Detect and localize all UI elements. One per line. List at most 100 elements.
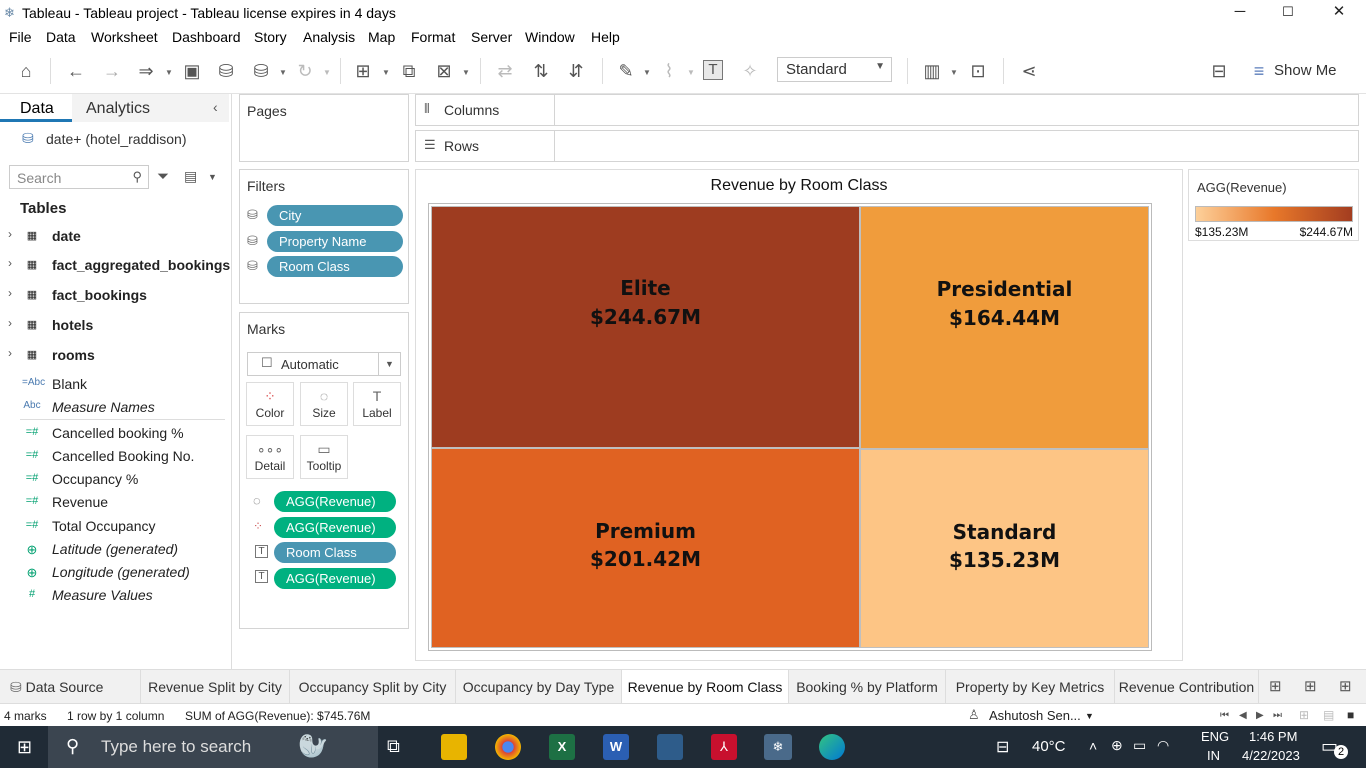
word-icon[interactable]: W: [603, 734, 629, 760]
network-icon[interactable]: ⊕: [1111, 737, 1123, 753]
mark-type-select[interactable]: ☐ Automatic ▼: [247, 352, 401, 376]
new-worksheet-icon[interactable]: ⊞: [355, 61, 371, 81]
menu-data[interactable]: Data: [46, 29, 76, 45]
home-icon[interactable]: ⌂: [20, 61, 32, 81]
filter-pill-city[interactable]: City: [267, 205, 403, 226]
dropdown-arrow-icon[interactable]: ▼: [462, 68, 470, 77]
group-members-icon[interactable]: ⌇: [664, 61, 674, 81]
color-legend[interactable]: AGG(Revenue) $135.23M $244.67M: [1188, 169, 1359, 241]
filter-icon[interactable]: ⏷: [157, 168, 170, 185]
columns-shelf[interactable]: ⦀ Columns: [415, 94, 1359, 126]
chevron-up-icon[interactable]: ˄: [1089, 738, 1098, 754]
chevron-down-icon[interactable]: ▼: [1085, 711, 1094, 721]
close-button[interactable]: ✕: [1332, 3, 1346, 20]
tab-data[interactable]: Data: [0, 94, 72, 122]
datasource-name[interactable]: date+ (hotel_raddison): [46, 131, 187, 147]
tableau-taskbar-icon[interactable]: ❄: [764, 734, 792, 760]
menu-window[interactable]: Window: [525, 29, 575, 45]
cards-icon[interactable]: ▥: [923, 61, 941, 81]
color-button[interactable]: ⁘ Color: [246, 382, 294, 426]
treemap-tile-standard[interactable]: Standard $135.23M: [860, 449, 1149, 648]
clear-sheet-icon[interactable]: ⊠: [436, 61, 452, 81]
menu-worksheet[interactable]: Worksheet: [91, 29, 158, 45]
clock-time[interactable]: 1:46 PM: [1249, 729, 1298, 744]
dropdown-arrow-icon[interactable]: ▼: [165, 68, 173, 77]
acrobat-icon[interactable]: ⅄: [711, 734, 737, 760]
save-icon[interactable]: ▣: [183, 61, 201, 81]
show-filmstrip-icon[interactable]: ▤: [1323, 708, 1335, 722]
next-sheet-icon[interactable]: ▶: [1256, 710, 1264, 721]
sort-ascending-icon[interactable]: ⇅: [533, 61, 549, 81]
field-measure-values[interactable]: # Measure Values: [0, 585, 230, 607]
rows-shelf[interactable]: ☰ Rows: [415, 130, 1359, 162]
pages-card[interactable]: Pages: [239, 94, 409, 162]
dropdown-arrow-icon[interactable]: ▼: [687, 68, 695, 77]
mark-pill-label-revenue[interactable]: AGG(Revenue): [274, 568, 396, 589]
field-measure-names[interactable]: Abc Measure Names: [0, 397, 230, 419]
fix-axes-icon[interactable]: ✧: [742, 61, 758, 81]
menu-analysis[interactable]: Analysis: [303, 29, 356, 45]
clock-date[interactable]: 4/22/2023: [1242, 748, 1300, 763]
dropdown-arrow-icon[interactable]: ▼: [950, 68, 958, 77]
fit-select[interactable]: Standard ▼: [777, 57, 892, 82]
notification-icon[interactable]: ▭: [1321, 736, 1339, 756]
last-sheet-icon[interactable]: ⏭: [1273, 710, 1282, 721]
size-button[interactable]: ◌ Size: [300, 382, 348, 426]
share-icon[interactable]: ⋖: [1021, 61, 1037, 81]
field-revenue[interactable]: =# Revenue: [0, 492, 230, 514]
tab-data-source[interactable]: ⛁ Data Source: [0, 670, 141, 704]
field-total-occupancy[interactable]: =# Total Occupancy: [0, 516, 230, 538]
chevron-down-icon[interactable]: ▼: [208, 172, 217, 182]
menu-story[interactable]: Story: [254, 29, 287, 45]
taskbar-search[interactable]: ⚲ Type here to search 🦭: [48, 726, 378, 768]
duplicate-sheet-icon[interactable]: ⧉: [402, 61, 416, 81]
marks-card[interactable]: Marks ☐ Automatic ▼ ⁘ Color ◌ Size T Label …: [239, 312, 409, 629]
show-mark-labels-icon[interactable]: T: [703, 60, 723, 80]
menu-file[interactable]: File: [9, 29, 32, 45]
refresh-icon[interactable]: ↻: [297, 61, 313, 81]
view-icon[interactable]: ▤: [184, 168, 198, 184]
menu-map[interactable]: Map: [368, 29, 396, 45]
collapse-pane-icon[interactable]: ‹: [213, 99, 218, 115]
tab-revenue-contribution[interactable]: Revenue Contribution: [1115, 670, 1259, 704]
table-fact-bookings[interactable]: › ▦ fact_bookings: [0, 285, 230, 307]
tab-revenue-split-by-city[interactable]: Revenue Split by City: [141, 670, 290, 704]
windows-start-icon[interactable]: ⊞: [17, 737, 33, 757]
temperature[interactable]: 40°C: [1032, 738, 1066, 755]
format-painter-icon[interactable]: ⊟: [1211, 61, 1227, 81]
new-story-icon[interactable]: ⊞: [1339, 678, 1352, 695]
pause-updates-icon[interactable]: ⛁: [253, 61, 269, 81]
new-dashboard-icon[interactable]: ⊞: [1304, 678, 1317, 695]
field-cancelled-booking-pct[interactable]: =# Cancelled booking %: [0, 423, 230, 445]
tab-booking-pct-by-platform[interactable]: Booking % by Platform: [789, 670, 946, 704]
show-sheet-sorter-icon[interactable]: ⊞: [1299, 708, 1310, 722]
mark-pill-color-revenue[interactable]: AGG(Revenue): [274, 517, 396, 538]
status-user[interactable]: Ashutosh Sen...: [989, 708, 1081, 723]
filter-pill-property-name[interactable]: Property Name: [267, 231, 403, 252]
tab-revenue-by-room-class[interactable]: Revenue by Room Class: [622, 670, 789, 704]
first-sheet-icon[interactable]: ⏮: [1220, 710, 1229, 721]
prev-sheet-icon[interactable]: ◀: [1239, 710, 1247, 721]
show-me-icon[interactable]: ≡: [1253, 61, 1265, 81]
edge-icon[interactable]: [819, 734, 845, 760]
swap-rows-columns-icon[interactable]: ⇄: [497, 61, 513, 81]
table-rooms[interactable]: › ▦ rooms: [0, 345, 230, 367]
treemap-tile-presidential[interactable]: Presidential $164.44M: [860, 206, 1149, 449]
language-region[interactable]: IN: [1207, 748, 1220, 763]
battery-icon[interactable]: ▭: [1133, 737, 1147, 753]
field-blank[interactable]: =Abc Blank: [0, 374, 230, 396]
replace-data-source-icon[interactable]: ⇒: [138, 61, 154, 81]
treemap-tile-elite[interactable]: Elite $244.67M: [431, 206, 860, 448]
tab-occupancy-split-by-city[interactable]: Occupancy Split by City: [290, 670, 456, 704]
menu-format[interactable]: Format: [411, 29, 456, 45]
new-data-source-icon[interactable]: ⛁: [218, 61, 234, 81]
maximize-button[interactable]: ☐: [1282, 4, 1294, 19]
tab-occupancy-by-day-type[interactable]: Occupancy by Day Type: [456, 670, 622, 704]
wifi-icon[interactable]: ◠: [1157, 737, 1170, 753]
mysql-workbench-icon[interactable]: [657, 734, 683, 760]
file-explorer-icon[interactable]: [441, 734, 467, 760]
minimize-button[interactable]: ─: [1234, 3, 1246, 20]
menu-help[interactable]: Help: [591, 29, 620, 45]
presentation-mode-icon[interactable]: ⊡: [970, 61, 986, 81]
dropdown-arrow-icon[interactable]: ▼: [279, 68, 287, 77]
